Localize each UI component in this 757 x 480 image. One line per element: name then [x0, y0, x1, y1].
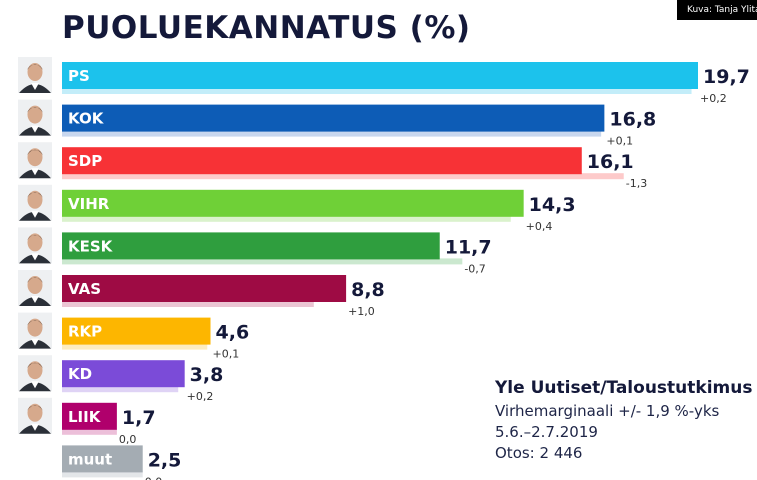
bar-vihr	[62, 189, 524, 217]
value-label-rkp: 4,6	[216, 322, 250, 344]
bar-label-liik: LIIK	[68, 408, 102, 426]
change-label-rkp: +0,1	[213, 348, 240, 361]
bar-sdp	[62, 147, 582, 175]
bar-label-ps: PS	[68, 67, 90, 85]
value-label-vihr: 14,3	[529, 194, 576, 216]
previous-bar-rkp	[62, 343, 208, 350]
previous-bar-kesk	[62, 258, 463, 265]
survey-dates-text: 5.6.–2.7.2019	[495, 423, 598, 441]
previous-bar-vas	[62, 301, 314, 307]
bar-label-kd: KD	[68, 365, 92, 383]
bar-label-rkp: RKP	[68, 323, 102, 341]
bar-kesk	[62, 232, 440, 260]
leader-portrait-rkp	[18, 312, 52, 349]
source-title: Yle Uutiset/Taloustutkimus	[495, 378, 753, 398]
photo-credit: Kuva: Tanja Ylitalo	[677, 0, 757, 20]
chart-title: PUOLUEKANNATUS (%)	[62, 10, 471, 46]
value-label-kd: 3,8	[190, 364, 224, 386]
leader-portrait-vihr	[18, 184, 52, 221]
error-margin-text: Virhemarginaali +/- 1,9 %-yks	[495, 402, 720, 420]
leader-portrait-kesk	[18, 227, 52, 264]
bar-kd	[62, 360, 185, 388]
bar-muut	[62, 445, 143, 473]
previous-bar-liik	[62, 428, 117, 435]
bar-label-kesk: KESK	[68, 237, 114, 255]
previous-bar-muut	[62, 471, 143, 478]
change-label-sdp: -1,3	[626, 177, 647, 190]
source-info: Yle Uutiset/Taloustutkimus Virhemarginaa…	[495, 378, 752, 464]
bar-ps	[62, 62, 698, 89]
change-label-vas: +1,0	[348, 305, 375, 318]
change-label-muut: 0,0	[145, 475, 163, 480]
bar-liik	[62, 402, 117, 430]
value-label-kok: 16,8	[609, 109, 656, 131]
bar-label-kok: KOK	[68, 110, 105, 128]
change-label-kok: +0,1	[606, 135, 633, 148]
previous-bar-kd	[62, 386, 179, 393]
value-label-liik: 1,7	[122, 407, 156, 429]
previous-bar-sdp	[62, 173, 624, 180]
value-label-kesk: 11,7	[445, 236, 492, 258]
leader-portrait-liik	[18, 397, 52, 434]
bar-rkp	[62, 317, 211, 345]
leader-portrait-kd	[18, 355, 52, 392]
previous-bar-vihr	[62, 215, 511, 222]
leader-portrait-vas	[18, 270, 52, 306]
leader-portrait-ps	[18, 57, 52, 93]
bar-label-vas: VAS	[68, 280, 101, 298]
change-label-kesk: -0,7	[464, 262, 485, 275]
bar-vas	[62, 275, 347, 302]
sample-size-text: Otos: 2 446	[495, 444, 583, 462]
value-label-sdp: 16,1	[587, 151, 634, 173]
previous-bar-kok	[62, 130, 602, 137]
value-label-ps: 19,7	[703, 66, 750, 88]
change-label-kd: +0,2	[187, 390, 214, 403]
bar-label-vihr: VIHR	[68, 195, 110, 213]
bar-label-muut: muut	[68, 450, 112, 468]
change-label-vihr: +0,4	[526, 220, 553, 233]
previous-bar-ps	[62, 88, 692, 94]
leader-portrait-kok	[18, 99, 52, 136]
bar-kok	[62, 104, 605, 132]
value-label-vas: 8,8	[351, 279, 385, 301]
value-label-muut: 2,5	[148, 449, 182, 471]
change-label-liik: 0,0	[119, 433, 136, 446]
leader-portrait-sdp	[18, 142, 52, 179]
bar-label-sdp: SDP	[68, 152, 102, 170]
change-label-ps: +0,2	[700, 92, 727, 105]
